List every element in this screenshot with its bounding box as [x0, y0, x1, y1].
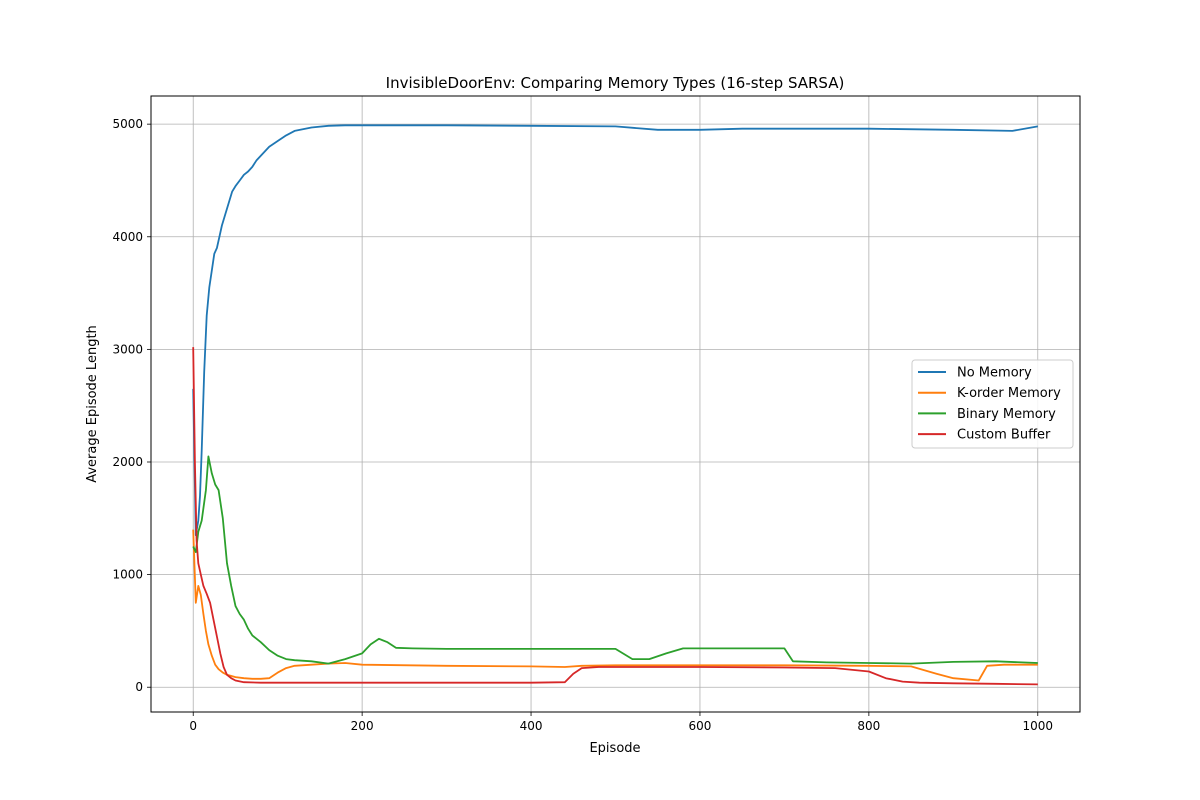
- legend-label: No Memory: [957, 366, 1032, 381]
- series-line-no-memory: [192, 124, 1038, 537]
- x-tick-label: 1000: [1022, 719, 1053, 733]
- legend-label: Custom Buffer: [957, 428, 1051, 443]
- legend-box: [911, 359, 1074, 449]
- grid-lines: [151, 96, 1080, 712]
- x-axis-label: Episode: [589, 741, 640, 756]
- y-tick-label: 2000: [112, 455, 143, 469]
- axis-ticks: 0 200 400 600 800 1000 0 1000 2000 3000 4000 5000: [112, 117, 1053, 733]
- y-tick-label: 5000: [112, 117, 143, 131]
- x-tick-label: 600: [689, 719, 712, 733]
- chart-title: InvisibleDoorEnv: Comparing Memory Types…: [386, 74, 845, 92]
- plot-frame: [150, 95, 1081, 713]
- x-tick-label: 800: [857, 719, 880, 733]
- x-tick-label: 400: [520, 719, 543, 733]
- series-layer: [192, 124, 1038, 686]
- legend: No Memory K-order Memory Binary Memory Cust…: [911, 359, 1074, 449]
- series-line-custom-buffer: [192, 347, 1038, 686]
- y-tick-label: 0: [135, 680, 143, 694]
- x-tick-label: 0: [189, 719, 197, 733]
- series-line-binary-memory: [192, 455, 1038, 665]
- x-tick-label: 200: [351, 719, 374, 733]
- y-tick-label: 1000: [112, 568, 143, 582]
- y-tick-label: 3000: [112, 342, 143, 356]
- legend-label: K-order Memory: [957, 386, 1061, 401]
- series-line-k-order-memory: [192, 529, 1038, 682]
- y-axis-label: Average Episode Length: [85, 325, 100, 483]
- y-tick-label: 4000: [112, 230, 143, 244]
- legend-label: Binary Memory: [957, 407, 1056, 422]
